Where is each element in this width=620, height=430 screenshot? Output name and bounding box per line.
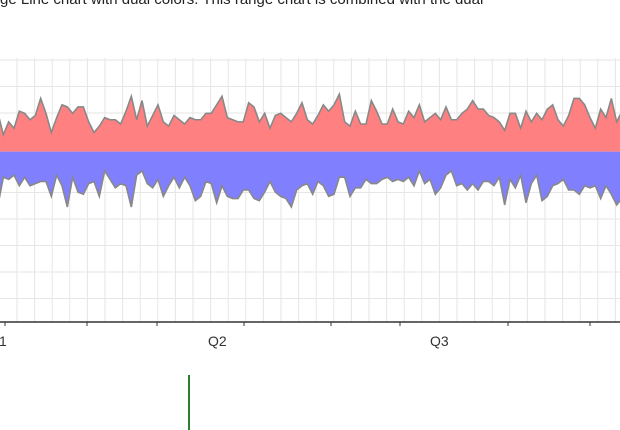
x-tick-label-q1: 1	[0, 333, 7, 349]
chart-description: ge Line chart with dual colors. This ran…	[0, 0, 483, 8]
lower-range-line	[0, 168, 620, 209]
upper-range-line	[0, 91, 620, 138]
x-axis	[0, 321, 620, 326]
x-tick-label-q2: Q2	[208, 333, 227, 349]
lower-range-area	[0, 151, 620, 208]
x-tick-label-q3: Q3	[430, 333, 449, 349]
upper-range-area	[0, 94, 620, 152]
x-axis-tick-labels: 1 Q2 Q3	[0, 333, 449, 349]
